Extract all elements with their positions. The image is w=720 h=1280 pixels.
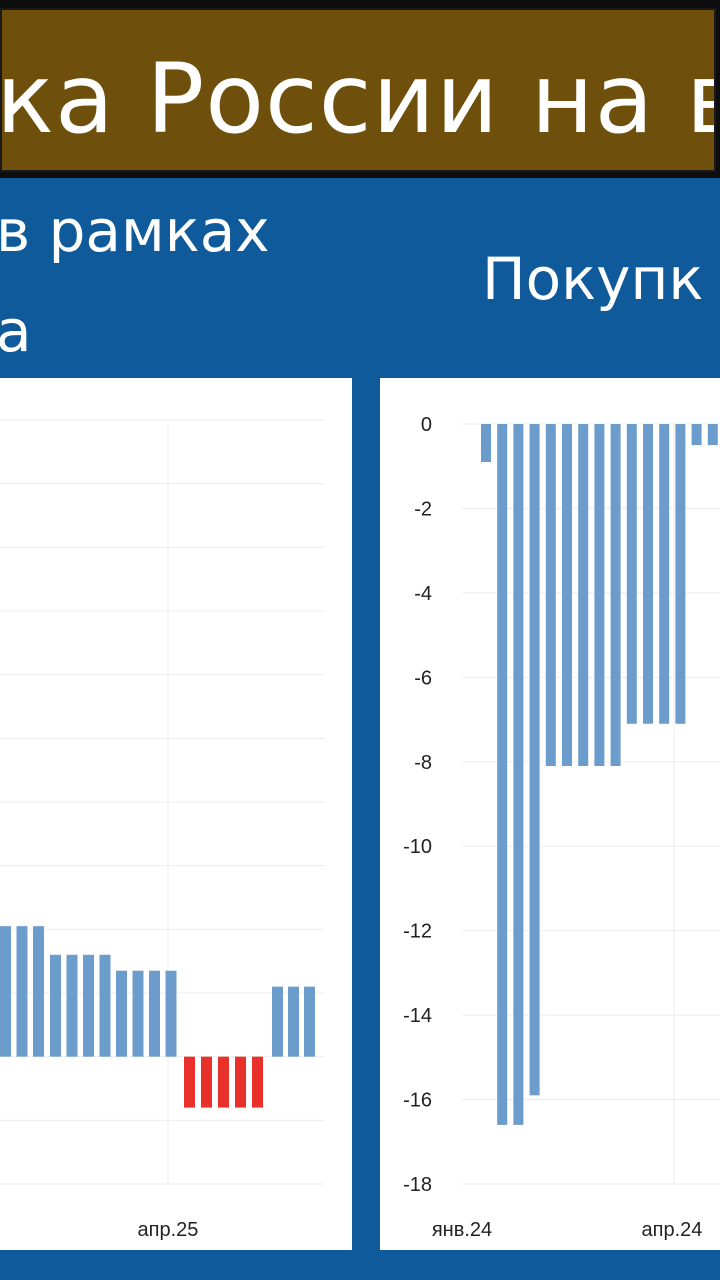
bar (675, 424, 686, 724)
left-chart-panel: апр.25 (0, 378, 352, 1250)
bar (235, 1056, 246, 1108)
y-tick-label: -8 (414, 752, 432, 774)
y-tick-label: -18 (403, 1174, 432, 1196)
y-tick-label: 0 (421, 414, 432, 436)
left-bar-chart: апр.25 (0, 419, 325, 1241)
x-tick-label: янв.24 (432, 1219, 492, 1241)
bar (626, 424, 637, 724)
title-band: ка России на ва (0, 8, 716, 172)
right-heading: Покупк (482, 245, 704, 313)
x-tick-label: апр.24 (642, 1219, 703, 1241)
bar (218, 1056, 229, 1108)
bar (50, 954, 61, 1057)
bar (201, 1056, 212, 1108)
bar (132, 970, 144, 1057)
bar (116, 970, 127, 1057)
right-chart-panel: 0 -2 -4 -6 -8 -10 -12 -14 -16 -18 янв.24 апр.24 (380, 378, 720, 1250)
x-tick-label: апр.25 (138, 1219, 199, 1241)
y-tick-label: -12 (403, 921, 432, 943)
bar (288, 986, 299, 1057)
bar (707, 424, 718, 446)
bar (562, 424, 572, 766)
bar (16, 926, 28, 1057)
bar (497, 424, 508, 1125)
bar (578, 424, 589, 766)
bar (691, 424, 702, 446)
title-bar: ка России на ва (0, 0, 720, 178)
bar (610, 424, 621, 766)
left-heading-line1: в рамках (0, 197, 270, 265)
y-tick-label: -2 (414, 498, 432, 520)
y-tick-label: -6 (414, 667, 432, 689)
slide-title: ка России на ва (0, 43, 714, 155)
bar (99, 954, 111, 1057)
bar (513, 424, 524, 1125)
bar (0, 926, 11, 1057)
bar (545, 424, 556, 766)
bar (659, 424, 670, 724)
y-tick-label: -4 (414, 583, 432, 605)
bar (643, 424, 653, 724)
y-tick-label: -14 (403, 1005, 432, 1027)
y-tick-label: -10 (403, 836, 432, 858)
right-bar-chart: 0 -2 -4 -6 -8 -10 -12 -14 -16 -18 янв.24 апр.24 (403, 414, 720, 1241)
bar (33, 926, 44, 1057)
bar (66, 954, 78, 1057)
bar (149, 970, 160, 1057)
left-heading-line2: а (0, 297, 32, 365)
bar (252, 1056, 263, 1108)
bottom-strip (0, 1250, 720, 1280)
bar (272, 986, 283, 1057)
bar (184, 1056, 195, 1108)
bar (165, 970, 177, 1057)
bar (529, 424, 540, 1096)
bar (594, 424, 605, 766)
y-tick-label: -16 (403, 1090, 432, 1112)
bar (83, 954, 94, 1057)
bar (304, 986, 315, 1057)
bar (481, 424, 491, 462)
